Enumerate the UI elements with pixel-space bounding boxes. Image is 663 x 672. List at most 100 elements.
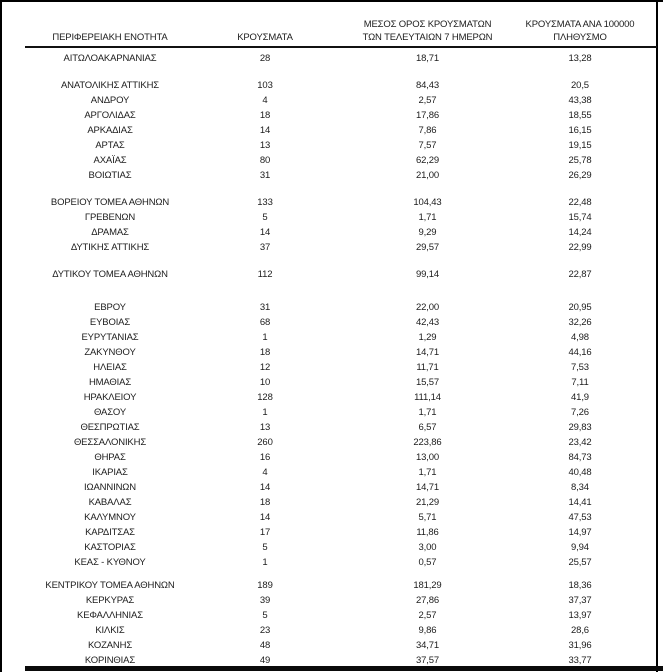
table-row: ΚΕΡΚΥΡΑΣ 39 27,86 37,37 bbox=[0, 593, 663, 608]
frame-border-top bbox=[0, 0, 663, 2]
avg7-cell: 1,71 bbox=[418, 407, 437, 418]
region-cell: ΑΡΚΑΔΙΑΣ bbox=[87, 125, 133, 136]
cases-cell: 14 bbox=[259, 512, 271, 523]
frame-border-right bbox=[656, 0, 658, 672]
region-cell: ΕΒΡΟΥ bbox=[94, 302, 126, 313]
cases-cell: 133 bbox=[257, 197, 273, 208]
bottom-divider bbox=[25, 666, 663, 671]
avg7-cell: 84,43 bbox=[415, 80, 440, 91]
region-cell: ΚΑΒΑΛΑΣ bbox=[88, 497, 132, 508]
cases-cell: 4 bbox=[262, 95, 268, 106]
avg7-cell: 9,86 bbox=[418, 625, 437, 636]
region-cell: ΔΥΤΙΚΟΥ ΤΟΜΕΑ ΑΘΗΝΩΝ bbox=[52, 269, 168, 280]
cases-cell: 189 bbox=[257, 580, 273, 591]
cases-cell: 68 bbox=[259, 317, 271, 328]
cases-cell: 16 bbox=[259, 452, 271, 463]
region-cell: ΙΩΑΝΝΙΝΩΝ bbox=[84, 482, 136, 493]
table-row: ΘΑΣΟΥ 1 1,71 7,26 bbox=[0, 405, 663, 420]
table-row: ΑΙΤΩΛΟΑΚΑΡΝΑΝΙΑΣ 28 18,71 13,28 bbox=[0, 51, 663, 66]
avg7-cell: 9,29 bbox=[418, 227, 437, 238]
cases-cell: 23 bbox=[259, 625, 271, 636]
table-row: ΔΥΤΙΚΟΥ ΤΟΜΕΑ ΑΘΗΝΩΝ 112 99,14 22,87 bbox=[0, 267, 663, 282]
region-cell: ΑΝΔΡΟΥ bbox=[90, 95, 130, 106]
table-row: ΘΕΣΠΡΩΤΙΑΣ 13 6,57 29,83 bbox=[0, 420, 663, 435]
avg7-cell: 14,71 bbox=[415, 482, 440, 493]
avg7-cell: 2,57 bbox=[418, 610, 437, 621]
cases-cell: 14 bbox=[259, 482, 271, 493]
per100k-cell: 9,94 bbox=[571, 542, 589, 553]
per100k-cell: 25,57 bbox=[568, 557, 592, 568]
table-row: ΕΥΡΥΤΑΝΙΑΣ 1 1,29 4,98 bbox=[0, 330, 663, 345]
per100k-cell: 16,15 bbox=[568, 125, 592, 136]
region-cell: ΓΡΕΒΕΝΩΝ bbox=[84, 212, 136, 223]
per100k-cell: 23,42 bbox=[568, 437, 592, 448]
per100k-cell: 20,95 bbox=[568, 302, 592, 313]
per100k-cell: 7,26 bbox=[571, 407, 589, 418]
header-region: ΠΕΡΙΦΕΡΕΙΑΚΗ ΕΝΟΤΗΤΑ bbox=[52, 32, 168, 43]
cases-cell: 103 bbox=[257, 80, 273, 91]
region-cell: ΒΟΡΕΙΟΥ ΤΟΜΕΑ ΑΘΗΝΩΝ bbox=[50, 197, 170, 208]
per100k-cell: 37,37 bbox=[568, 595, 592, 606]
per100k-cell: 7,53 bbox=[571, 362, 589, 373]
avg7-cell: 34,71 bbox=[415, 640, 440, 651]
cases-cell: 31 bbox=[259, 302, 271, 313]
avg7-cell: 99,14 bbox=[415, 269, 440, 280]
cases-cell: 5 bbox=[262, 610, 268, 621]
avg7-cell: 18,71 bbox=[415, 53, 440, 64]
table-row: ΚΕΑΣ - ΚΥΘΝΟΥ 1 0,57 25,57 bbox=[0, 555, 663, 570]
region-cell: ΚΕΡΚΥΡΑΣ bbox=[85, 595, 135, 606]
region-cell: ΔΥΤΙΚΗΣ ΑΤΤΙΚΗΣ bbox=[70, 242, 150, 253]
region-cell: ΗΡΑΚΛΕΙΟΥ bbox=[83, 392, 137, 403]
avg7-cell: 21,00 bbox=[415, 170, 440, 181]
table-row: ΕΥΒΟΙΑΣ 68 42,43 32,26 bbox=[0, 315, 663, 330]
header-per100k-line2: ΠΛΗΘΥΣΜΟ bbox=[553, 32, 607, 43]
per100k-cell: 14,24 bbox=[568, 227, 592, 238]
table-row: ΚΑΒΑΛΑΣ 18 21,29 14,41 bbox=[0, 495, 663, 510]
region-cell: ΗΜΑΘΙΑΣ bbox=[88, 377, 132, 388]
avg7-cell: 7,57 bbox=[418, 140, 437, 151]
avg7-cell: 13,00 bbox=[415, 452, 440, 463]
avg7-cell: 17,86 bbox=[415, 110, 440, 121]
cases-cell: 5 bbox=[262, 212, 268, 223]
table-row: ΘΕΣΣΑΛΟΝΙΚΗΣ 260 223,86 23,42 bbox=[0, 435, 663, 450]
header-avg7-line2: ΤΩΝ ΤΕΛΕΥΤΑΙΩΝ 7 ΗΜΕΡΩΝ bbox=[362, 32, 493, 43]
region-cell: ΔΡΑΜΑΣ bbox=[91, 227, 129, 238]
table-row: ΚΑΡΔΙΤΣΑΣ 17 11,86 14,97 bbox=[0, 525, 663, 540]
cases-cell: 112 bbox=[257, 269, 273, 280]
cases-cell: 28 bbox=[259, 53, 271, 64]
cases-cell: 49 bbox=[259, 655, 271, 666]
per100k-cell: 18,55 bbox=[568, 110, 592, 121]
table-row: ΔΥΤΙΚΗΣ ΑΤΤΙΚΗΣ 37 29,57 22,99 bbox=[0, 240, 663, 255]
avg7-cell: 14,71 bbox=[415, 347, 440, 358]
region-cell: ΑΡΤΑΣ bbox=[95, 140, 125, 151]
per100k-cell: 25,78 bbox=[568, 155, 592, 166]
avg7-cell: 21,29 bbox=[415, 497, 440, 508]
cases-cell: 4 bbox=[262, 467, 268, 478]
table-row: ΙΚΑΡΙΑΣ 4 1,71 40,48 bbox=[0, 465, 663, 480]
table-row: ΖΑΚΥΝΘΟΥ 18 14,71 44,16 bbox=[0, 345, 663, 360]
table-row: ΑΡΓΟΛΙΔΑΣ 18 17,86 18,55 bbox=[0, 108, 663, 123]
region-cell: ΚΙΛΚΙΣ bbox=[95, 625, 125, 636]
table-row: ΚΑΣΤΟΡΙΑΣ 5 3,00 9,94 bbox=[0, 540, 663, 555]
avg7-cell: 104,43 bbox=[413, 197, 442, 208]
per100k-cell: 32,26 bbox=[568, 317, 592, 328]
table-row: ΗΜΑΘΙΑΣ 10 15,57 7,11 bbox=[0, 375, 663, 390]
region-cell: ΚΕΦΑΛΛΗΝΙΑΣ bbox=[77, 610, 143, 621]
table-row: ΑΡΚΑΔΙΑΣ 14 7,86 16,15 bbox=[0, 123, 663, 138]
frame-border-left bbox=[0, 0, 2, 672]
avg7-cell: 6,57 bbox=[418, 422, 437, 433]
region-cell: ΑΙΤΩΛΟΑΚΑΡΝΑΝΙΑΣ bbox=[63, 53, 157, 64]
cases-cell: 18 bbox=[259, 497, 271, 508]
per100k-cell: 14,97 bbox=[568, 527, 592, 538]
region-cell: ΚΕΝΤΡΙΚΟΥ ΤΟΜΕΑ ΑΘΗΝΩΝ bbox=[45, 580, 175, 591]
header-cases: ΚΡΟΥΣΜΑΤΑ bbox=[237, 32, 293, 43]
region-cell: ΘΗΡΑΣ bbox=[94, 452, 126, 463]
cases-cell: 48 bbox=[259, 640, 271, 651]
avg7-cell: 7,86 bbox=[418, 125, 437, 136]
region-cell: ΚΑΡΔΙΤΣΑΣ bbox=[85, 527, 135, 538]
region-cell: ΑΧΑΪΑΣ bbox=[93, 155, 127, 166]
avg7-cell: 223,86 bbox=[413, 437, 442, 448]
region-cell: ΘΕΣΣΑΛΟΝΙΚΗΣ bbox=[73, 437, 147, 448]
header-avg7-line1: ΜΕΣΟΣ ΟΡΟΣ ΚΡΟΥΣΜΑΤΩΝ bbox=[363, 19, 492, 30]
region-cell: ΙΚΑΡΙΑΣ bbox=[92, 467, 128, 478]
